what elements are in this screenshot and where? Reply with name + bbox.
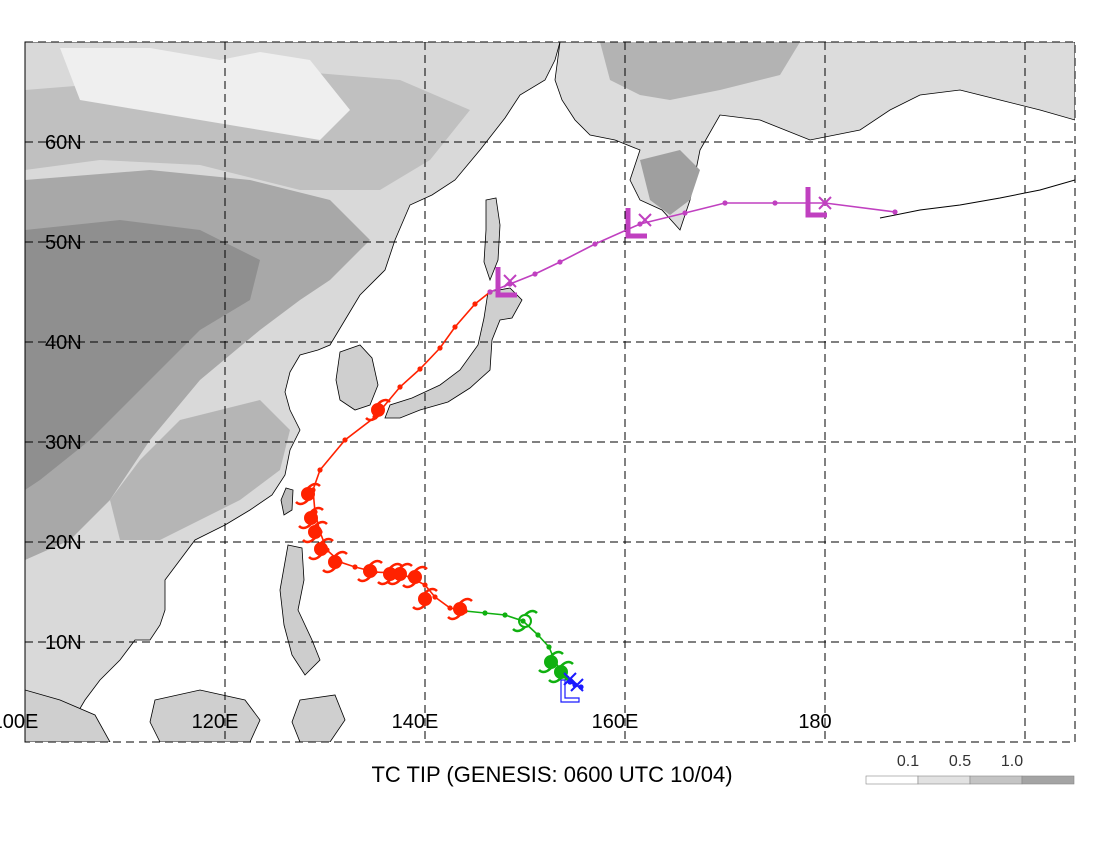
lon-label: 140E [392,711,439,733]
longitude-labels: 100E 120E 140E 160E 180 [0,711,832,733]
legend-swatch [1021,775,1075,785]
track-point [452,324,458,330]
lon-label: 160E [592,711,639,733]
typhoon-symbol [298,506,324,530]
typhoon-symbol [295,482,321,506]
track-point [557,259,563,265]
legend-label: 0.1 [897,753,919,770]
track-point [772,200,778,206]
track-point [682,210,688,216]
storm-symbols [295,187,832,703]
track-point [447,605,453,611]
track-point [417,366,423,372]
lon-label: 120E [192,711,239,733]
typhoon-symbol [308,537,334,561]
lat-label: 10N [45,632,82,654]
legend-swatch [917,775,971,785]
lat-label: 60N [45,132,82,154]
map-border [24,41,1076,743]
lat-label: 20N [45,532,82,554]
track-point [472,301,478,307]
typhoon-symbol [548,660,574,684]
low-symbol [625,208,647,239]
typhoon-symbol [377,562,403,586]
track-point [546,644,552,650]
track-point [892,209,898,215]
x-marker [503,274,517,288]
track-point [352,564,358,570]
lon-label: 180 [798,711,831,733]
track-point [535,632,541,638]
track-point [422,582,428,588]
track-point [432,594,438,600]
typhoon-symbol [365,398,391,422]
typhoon-symbol [512,609,538,633]
x-marker [818,196,832,210]
typhoon-symbol [302,520,328,544]
legend-label: 1.0 [1001,753,1023,770]
track-point [342,437,348,443]
track-point [397,384,403,390]
legend-label: 0.5 [949,753,971,770]
legend-swatch [865,775,919,785]
low-symbol-hollow [560,679,580,703]
typhoon-symbol [538,650,564,674]
track-point [520,618,526,624]
map-title: TC TIP (GENESIS: 0600 UTC 10/04) [371,762,732,787]
track-point [482,610,488,616]
low-symbol [495,267,517,298]
lon-label: 100E [0,711,38,733]
track-point [532,271,538,277]
track-point [722,200,728,206]
lat-label: 30N [45,432,82,454]
terrain-legend: 0.1 0.5 1.0 [865,753,1075,785]
typhoon-symbol [402,565,428,589]
track-point [592,241,598,247]
map-grid [24,42,1075,742]
typhoon-symbol [447,597,473,621]
lat-label: 50N [45,232,82,254]
x-marker [570,678,584,692]
track-point [437,345,443,351]
typhoon-symbol [322,550,348,574]
track-point [502,612,508,618]
terrain-shading [25,42,1075,742]
typhoon-symbol [357,559,383,583]
x-marker [638,213,652,227]
track-point [487,289,493,295]
lat-label: 40N [45,332,82,354]
track-point [317,467,323,473]
low-symbol [805,187,827,218]
legend-swatch [969,775,1023,785]
typhoon-symbol [412,587,438,611]
latitude-labels: 10N 20N 30N 40N 50N 60N [45,132,82,654]
